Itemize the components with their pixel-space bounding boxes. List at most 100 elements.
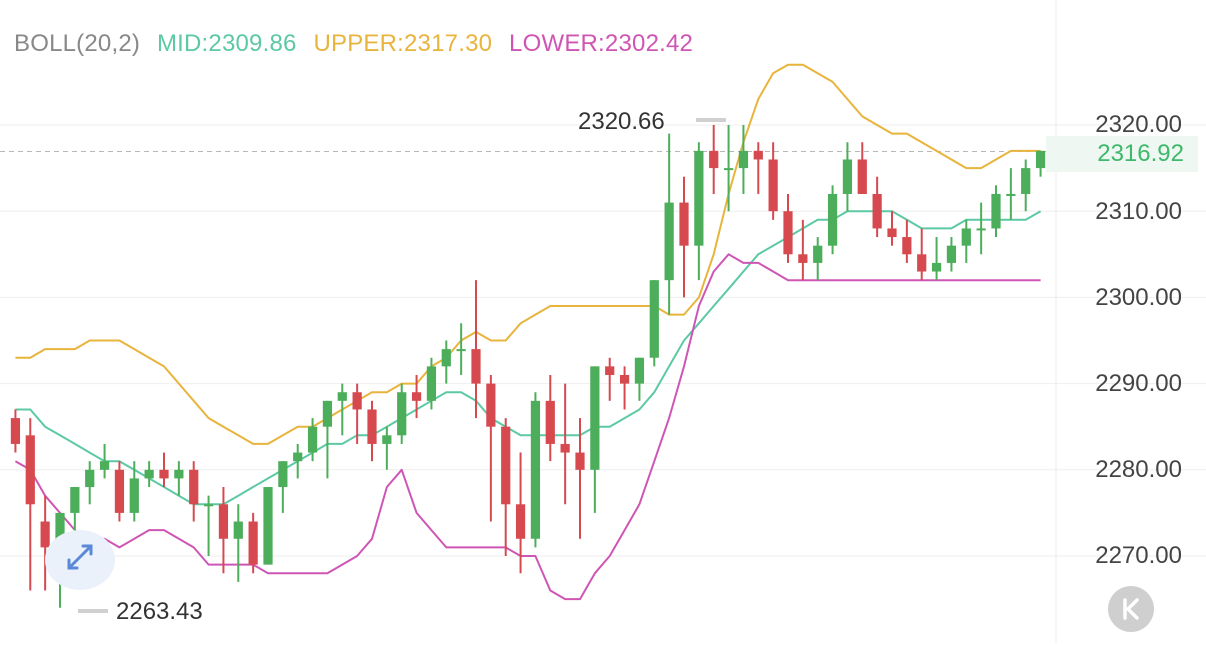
candle-body-up bbox=[456, 349, 466, 352]
candle bbox=[322, 400, 333, 479]
low-marker bbox=[78, 609, 108, 613]
candles bbox=[10, 125, 1046, 608]
candle-body-down bbox=[352, 392, 362, 410]
candle bbox=[456, 323, 466, 375]
candle-body-down bbox=[486, 383, 496, 427]
candle bbox=[798, 219, 808, 281]
candle-body-down bbox=[471, 349, 481, 384]
candle bbox=[367, 400, 377, 462]
candle bbox=[397, 383, 407, 444]
candle-body-up bbox=[263, 487, 273, 565]
axis-label-2310: 2310.00 bbox=[1095, 198, 1182, 225]
candle bbox=[649, 280, 659, 367]
candle bbox=[887, 211, 897, 246]
candle-body-up bbox=[664, 202, 674, 281]
candle-body-down bbox=[10, 418, 21, 444]
candle-body-up bbox=[70, 487, 80, 513]
upper-label: UPPER:2317.30 bbox=[313, 30, 493, 57]
candle-body-up bbox=[426, 366, 437, 401]
bollinger-bands bbox=[14, 63, 1042, 601]
candle-body-up bbox=[129, 478, 139, 513]
candle-body-down bbox=[560, 443, 570, 453]
zoom-button[interactable] bbox=[45, 530, 115, 590]
candle-body-up bbox=[813, 245, 823, 263]
candle bbox=[813, 237, 823, 281]
boll-legend: BOLL(20,2) MID:2309.86 UPPER:2317.30 LOW… bbox=[14, 30, 703, 58]
candle bbox=[40, 495, 50, 591]
candle bbox=[352, 383, 362, 444]
candle bbox=[753, 142, 763, 194]
candle bbox=[664, 133, 674, 315]
candle bbox=[946, 237, 957, 272]
collapse-left-icon bbox=[1123, 598, 1139, 620]
candle bbox=[709, 125, 719, 194]
candle-body-down bbox=[857, 159, 867, 194]
candle-body-up bbox=[99, 461, 110, 470]
candle-body-up bbox=[590, 366, 600, 470]
boll-label: BOLL(20,2) bbox=[14, 30, 141, 57]
candle bbox=[694, 142, 704, 281]
axis-label-2280: 2280.00 bbox=[1095, 456, 1182, 483]
candle bbox=[931, 237, 942, 281]
collapse-button[interactable] bbox=[1108, 586, 1154, 632]
candle-body-down bbox=[619, 374, 630, 384]
candle-body-up bbox=[441, 349, 451, 367]
candle-body-up bbox=[1006, 193, 1016, 196]
candle-body-down bbox=[783, 211, 793, 255]
candle bbox=[293, 443, 303, 479]
candle-body-down bbox=[679, 202, 689, 246]
candle-body-down bbox=[917, 254, 927, 272]
candle-body-up bbox=[144, 469, 154, 479]
expand-arrows-icon bbox=[67, 544, 93, 570]
candle-body-up bbox=[530, 400, 541, 539]
candle bbox=[1035, 150, 1046, 177]
candle-body-up bbox=[946, 245, 957, 263]
candle bbox=[530, 392, 541, 548]
candle bbox=[114, 461, 125, 522]
candle-body-up bbox=[397, 392, 407, 436]
candle-body-up bbox=[1021, 168, 1031, 194]
candle bbox=[1006, 168, 1016, 220]
candle-body-up bbox=[307, 426, 318, 453]
candle-body-up bbox=[991, 193, 1001, 229]
candle-body-up bbox=[842, 159, 853, 194]
candle-body-down bbox=[798, 254, 808, 263]
candle-body-up bbox=[85, 469, 95, 488]
candle-body-down bbox=[367, 409, 377, 444]
low-price-label: 2263.43 bbox=[116, 598, 203, 625]
candle-body-down bbox=[768, 159, 778, 212]
candle-body-down bbox=[248, 521, 258, 565]
candle bbox=[411, 374, 422, 419]
candle-body-down bbox=[887, 228, 897, 238]
candle bbox=[515, 452, 526, 574]
candle bbox=[619, 366, 630, 410]
candle bbox=[85, 461, 95, 505]
candle-body-up bbox=[976, 228, 986, 231]
candle bbox=[174, 461, 184, 496]
candle-body-down bbox=[872, 193, 882, 229]
candle bbox=[278, 461, 288, 513]
candle-body-down bbox=[218, 504, 229, 539]
candle-body-up bbox=[322, 400, 333, 427]
candle bbox=[486, 374, 496, 522]
candle-body-up bbox=[203, 504, 214, 507]
candle bbox=[902, 219, 912, 263]
candle-body-up bbox=[649, 280, 659, 358]
lower-label: LOWER:2302.42 bbox=[509, 30, 694, 57]
candle-body-up bbox=[634, 357, 645, 384]
candle-body-down bbox=[575, 452, 585, 470]
candle bbox=[575, 418, 585, 539]
candle-body-up bbox=[827, 193, 838, 246]
candle bbox=[768, 142, 778, 220]
candle bbox=[307, 418, 318, 462]
candle bbox=[857, 142, 867, 194]
candle-body-down bbox=[902, 237, 912, 255]
candle bbox=[842, 142, 853, 212]
candle-body-up bbox=[931, 262, 942, 272]
candle bbox=[382, 426, 392, 470]
axis-label-2270: 2270.00 bbox=[1095, 542, 1182, 569]
candle bbox=[783, 193, 793, 263]
candle bbox=[723, 125, 734, 212]
